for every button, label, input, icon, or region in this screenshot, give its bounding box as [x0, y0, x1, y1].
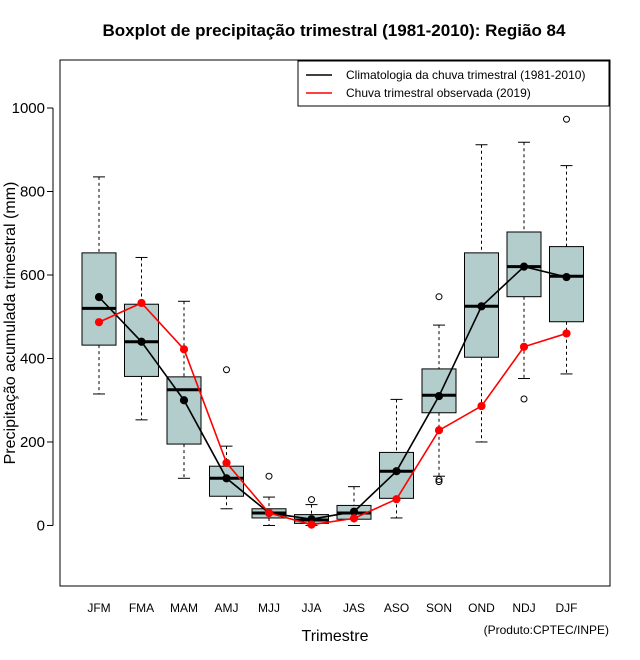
point-climatology-NDJ: [519, 262, 529, 271]
x-tick-label-NDJ: NDJ: [512, 601, 535, 615]
legend-box: [297, 60, 610, 107]
x-axis-title: Trimestre: [302, 628, 369, 645]
outlier-point: [435, 476, 443, 484]
point-observed-OND: [477, 401, 486, 411]
series-line-observed: [98, 301, 567, 526]
point-observed-JFM: [94, 318, 104, 327]
point-observed-MAM: [179, 345, 189, 354]
point-observed-JAS: [349, 514, 359, 523]
outlier-point: [265, 472, 273, 480]
point-climatology-FMA: [137, 337, 146, 346]
product-credit: (Produto:CPTEC/INPE): [484, 623, 609, 637]
point-observed-ASO: [392, 495, 401, 504]
y-tick-label-1000: 1000: [12, 100, 45, 117]
y-tick-label-0: 0: [37, 517, 45, 534]
y-tick-label-600: 600: [20, 267, 45, 284]
x-tick-label-SON: SON: [426, 601, 452, 615]
series-lines-layer: [94, 262, 571, 529]
x-tick-label-JAS: JAS: [343, 601, 365, 615]
outlier-point: [520, 395, 528, 403]
point-observed-MJJ: [264, 508, 274, 518]
point-observed-DJF: [562, 329, 571, 338]
box-NDJ: [506, 141, 542, 403]
y-tick-label-200: 200: [20, 434, 45, 451]
y-axis: 0 200 400 600 800 1000: [12, 100, 54, 534]
x-tick-label-AMJ: AMJ: [215, 601, 239, 615]
outlier-point: [563, 115, 570, 123]
point-climatology-ASO: [392, 467, 401, 476]
box-ASO: [379, 398, 414, 519]
chart-title: Boxplot de precipitação trimestral (1981…: [103, 21, 566, 40]
series-observed: [94, 298, 571, 529]
point-observed-NDJ: [519, 342, 529, 351]
iqr-box: [166, 376, 202, 445]
x-tick-label-OND: OND: [468, 601, 495, 615]
legend-climatology-label: Climatologia da chuva trimestral (1981-2…: [346, 68, 585, 82]
outlier-point: [308, 496, 315, 504]
y-tick-label-400: 400: [20, 350, 45, 367]
box-OND: [464, 144, 499, 443]
point-climatology-JAS: [349, 507, 359, 516]
x-tick-label-JFM: JFM: [87, 601, 110, 615]
x-tick-label-JJA: JJA: [301, 601, 321, 615]
point-climatology-DJF: [562, 272, 571, 282]
iqr-box: [421, 368, 457, 414]
x-tick-label-FMA: FMA: [129, 601, 154, 615]
iqr-box: [506, 231, 542, 298]
point-climatology-OND: [477, 302, 486, 311]
point-observed-AMJ: [222, 458, 231, 467]
point-observed-SON: [434, 426, 444, 435]
legend: Climatologia da chuva trimestral (1981-2…: [297, 60, 610, 107]
point-climatology-MAM: [179, 396, 189, 405]
outlier-point: [435, 293, 443, 301]
x-tick-label-DJF: DJF: [556, 601, 578, 615]
box-JFM: [81, 176, 117, 395]
x-tick-label-MJJ: MJJ: [258, 601, 280, 615]
box-DJF: [549, 115, 584, 375]
x-axis-labels: JFM FMA MAM AMJ MJJ JJA JAS ASO SON OND NDJ DJF: [87, 601, 577, 615]
point-observed-FMA: [137, 298, 146, 308]
outlier-point: [435, 478, 443, 486]
point-climatology-AMJ: [222, 474, 231, 483]
x-tick-label-MAM: MAM: [170, 601, 198, 615]
plot-frame: [59, 59, 611, 587]
iqr-box: [379, 451, 414, 499]
legend-observed-label: Chuva trimestral observada (2019): [346, 86, 531, 100]
point-climatology-SON: [434, 391, 444, 401]
point-observed-JJA: [307, 520, 316, 529]
point-climatology-JFM: [94, 293, 104, 302]
iqr-box: [549, 246, 584, 323]
box-SON: [421, 293, 457, 486]
outlier-point: [223, 366, 230, 374]
x-tick-label-ASO: ASO: [384, 601, 409, 615]
box-MAM: [166, 300, 202, 479]
y-tick-label-800: 800: [20, 184, 45, 201]
series-line-climatology: [98, 265, 567, 521]
y-axis-title: Precipitação acumulada trimestral (mm): [2, 182, 19, 465]
